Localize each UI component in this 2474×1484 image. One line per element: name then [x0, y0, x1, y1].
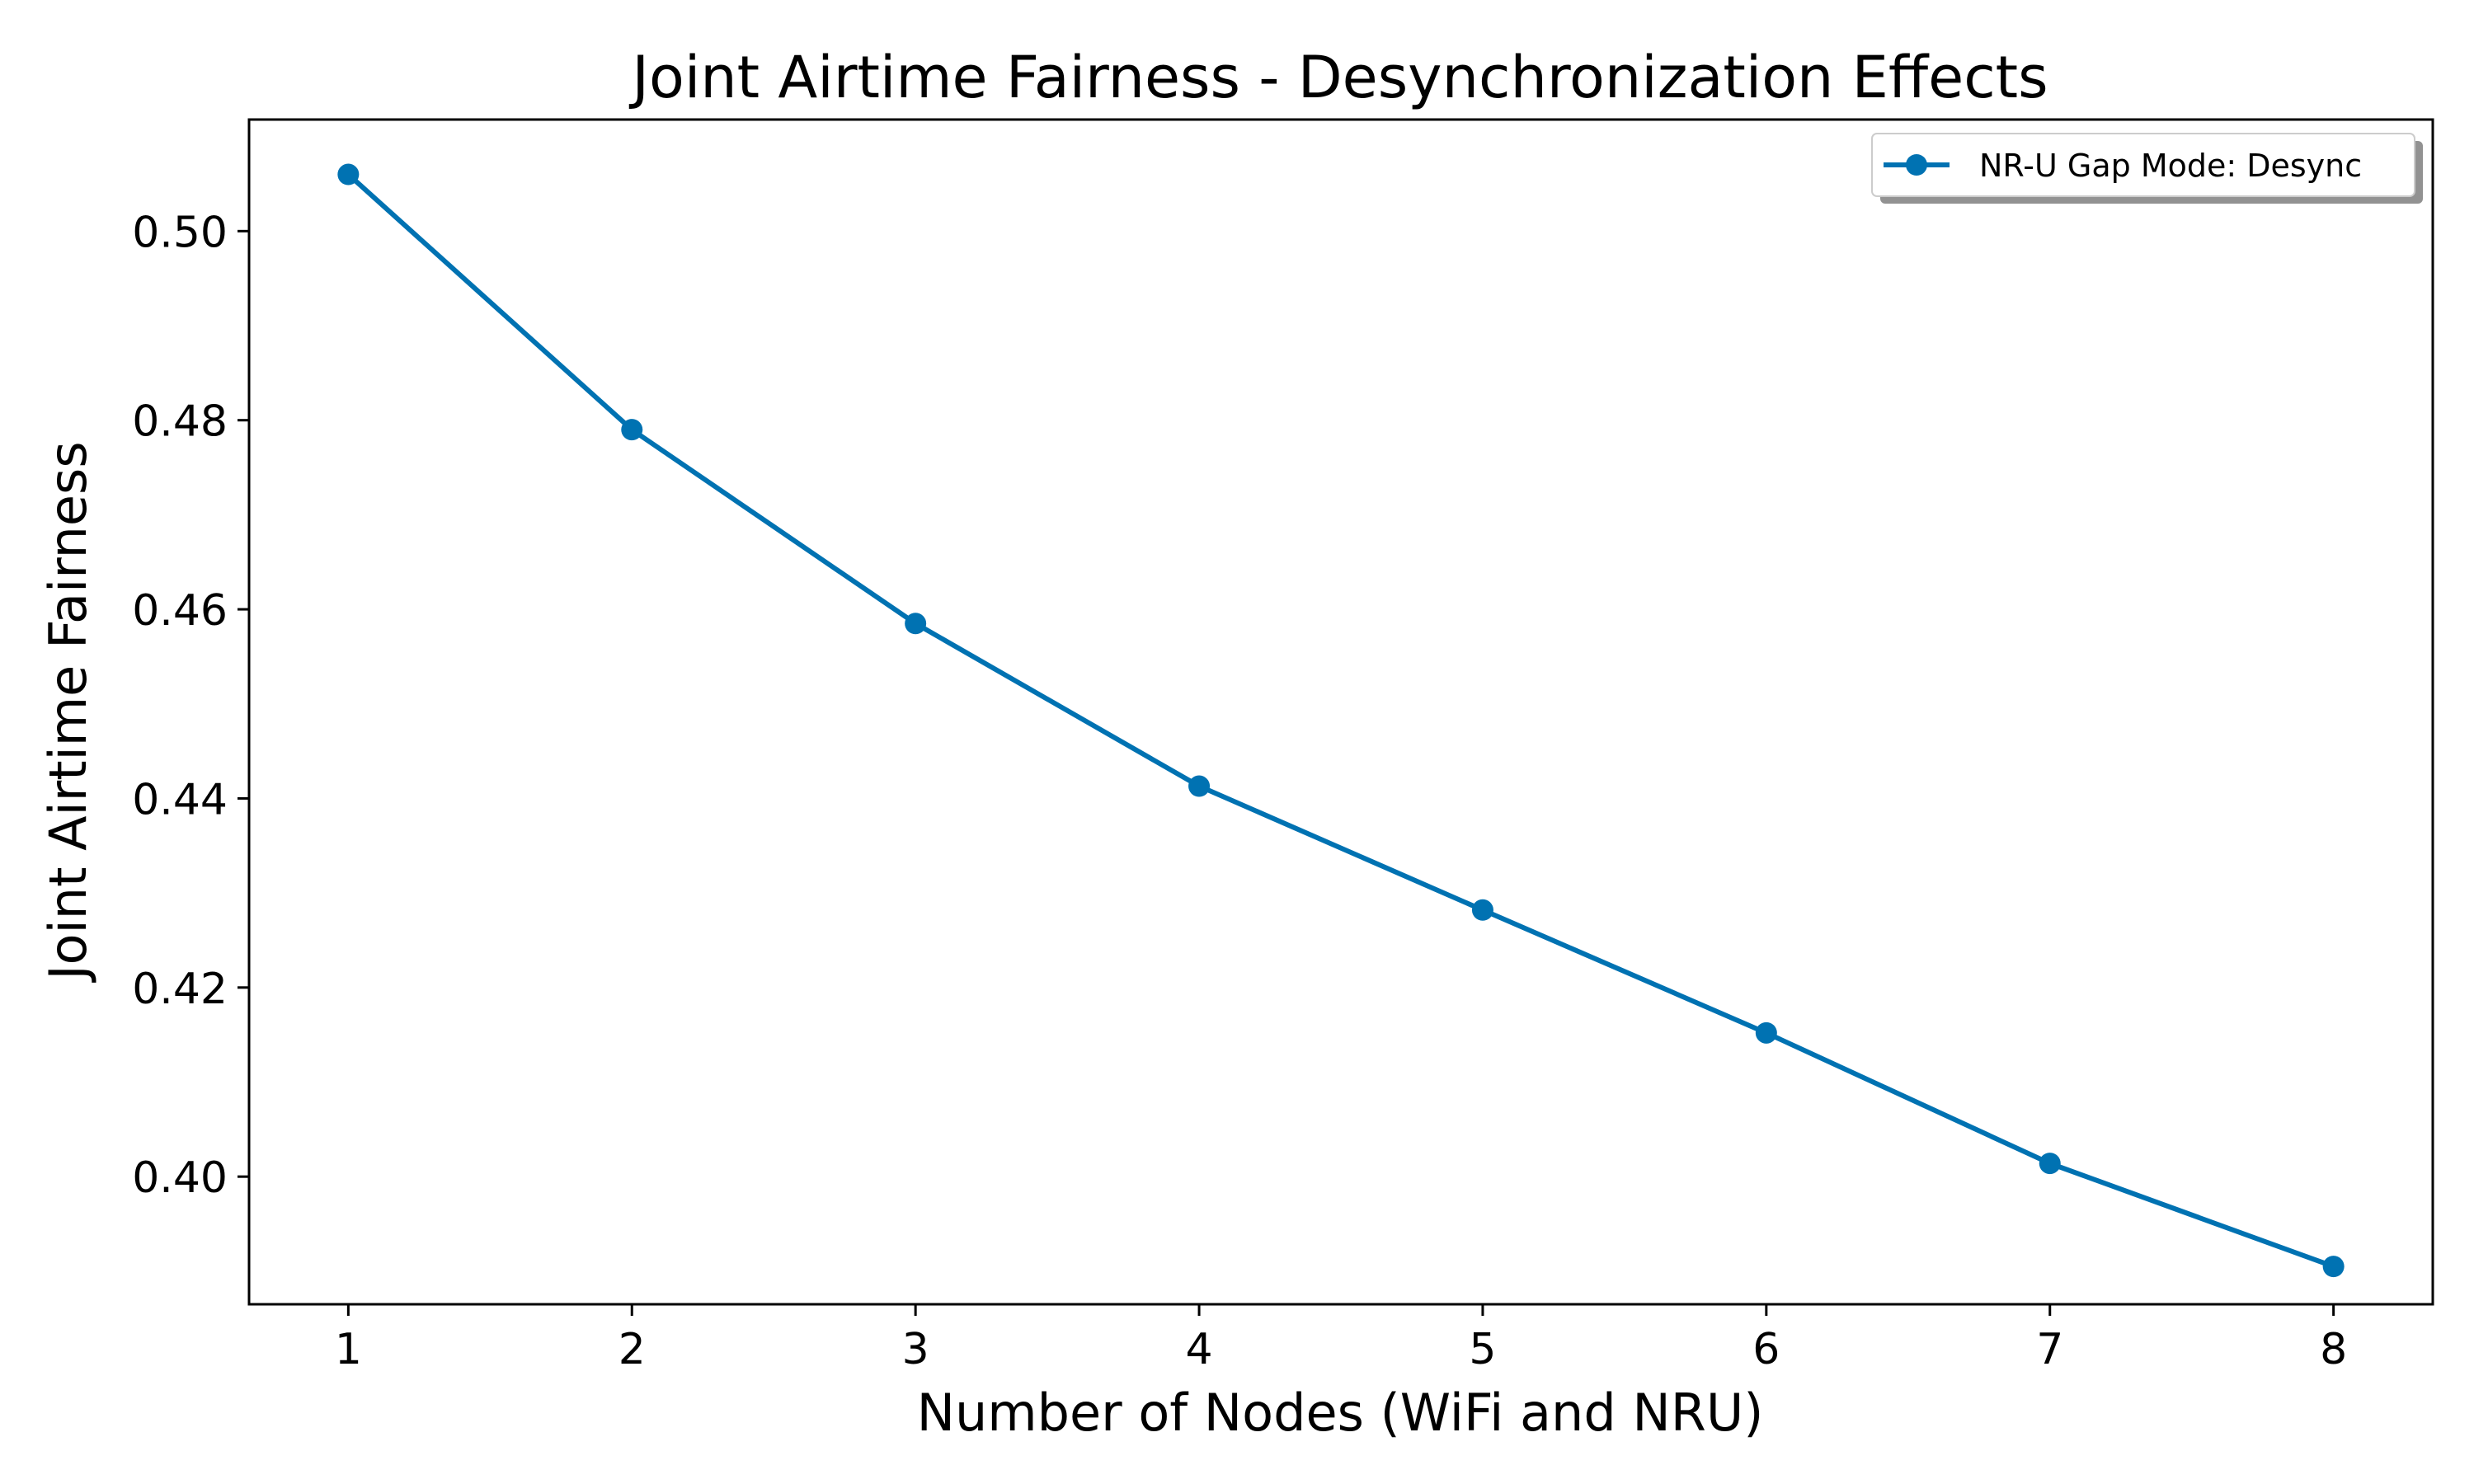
x-tick-label: 3 [902, 1325, 929, 1374]
data-point [2322, 1256, 2345, 1278]
x-tick-label: 2 [618, 1325, 646, 1374]
legend: NR-U Gap Mode: Desync [1871, 133, 2423, 204]
series-layer [337, 163, 2345, 1278]
y-tick-label: 0.40 [132, 1153, 228, 1203]
y-axis: 0.40 0.42 0.44 0.46 0.48 0.50 [132, 208, 249, 1203]
x-axis-label: Number of Nodes (WiFi and NRU) [917, 1383, 1764, 1443]
y-tick-label: 0.44 [132, 775, 228, 824]
y-tick-label: 0.50 [132, 208, 228, 257]
legend-box [1871, 133, 2415, 197]
series-line [346, 172, 2335, 1269]
plot-frame [247, 118, 2434, 1306]
data-point [2039, 1153, 2061, 1175]
y-tick-label: 0.48 [132, 397, 228, 447]
chart-title: Joint Airtime Fairness - Desynchronizati… [628, 44, 2048, 111]
data-point [1188, 775, 1211, 797]
data-point [1755, 1021, 1777, 1044]
legend-point-marker [1906, 154, 1927, 176]
data-point [905, 613, 927, 635]
y-axis-label: Joint Airtime Fairness [38, 441, 98, 983]
x-tick-label: 8 [2320, 1325, 2347, 1374]
x-tick-label: 4 [1186, 1325, 1213, 1374]
y-tick-label: 0.42 [132, 965, 228, 1014]
data-point [621, 419, 643, 441]
x-tick-label: 1 [335, 1325, 362, 1374]
legend-entry-label: NR-U Gap Mode: Desync [1979, 148, 2362, 184]
x-axis: 1 2 3 4 5 6 7 8 [335, 1304, 2347, 1374]
data-point [1471, 899, 1493, 921]
x-tick-label: 6 [1752, 1325, 1780, 1374]
data-point [337, 163, 360, 186]
x-tick-label: 7 [2036, 1325, 2063, 1374]
y-tick-label: 0.46 [132, 586, 228, 636]
x-tick-label: 5 [1469, 1325, 1496, 1374]
